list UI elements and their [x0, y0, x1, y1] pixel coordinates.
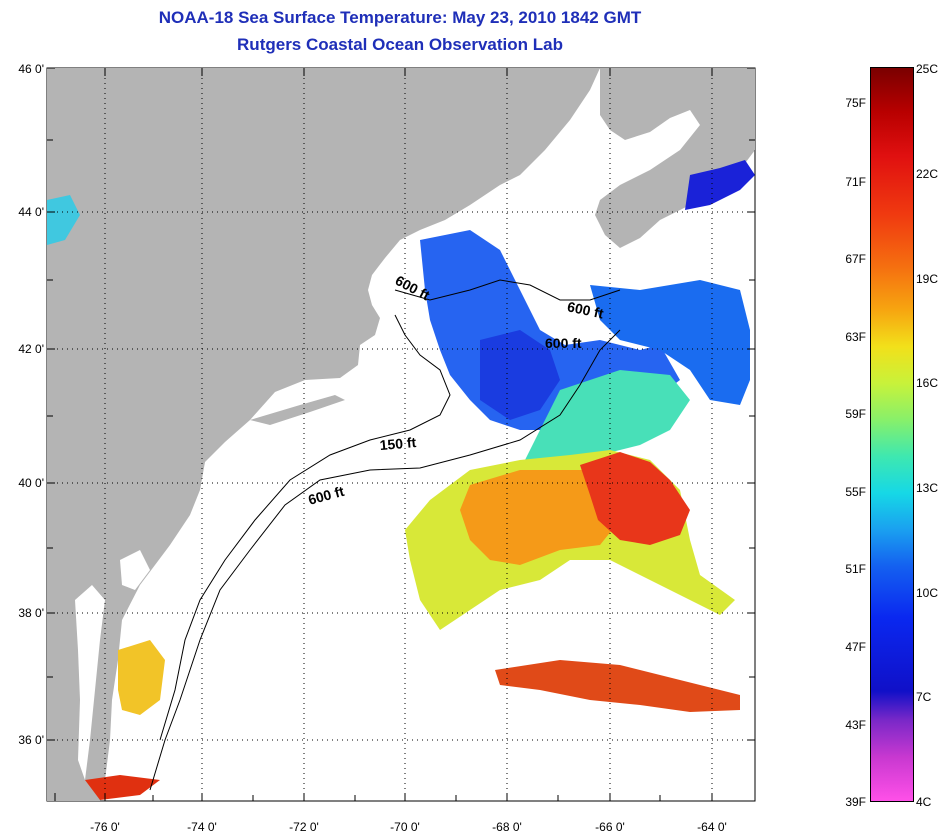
lon-label-66: -66 0': [595, 820, 625, 834]
land-long-island: [250, 395, 345, 425]
map-subtitle: Rutgers Coastal Ocean Observation Lab: [237, 35, 563, 54]
sst-patch-chesapeake: [118, 640, 165, 715]
chesapeake-bay: [75, 585, 105, 780]
lon-label-76: -76 0': [90, 820, 120, 834]
sst-patch-southwest: [85, 775, 160, 800]
colorbar-f-71: 71F: [845, 175, 866, 189]
lon-label-72: -72 0': [289, 820, 319, 834]
sst-patch-transition: [520, 370, 690, 475]
colorbar-f-51: 51F: [845, 562, 866, 576]
lat-label-40: 40 0': [18, 476, 44, 490]
sst-patch-georges: [480, 330, 560, 420]
colorbar-c-25: 25C: [916, 62, 939, 76]
map-title: NOAA-18 Sea Surface Temperature: May 23,…: [158, 8, 642, 27]
temperature-colorbar: [870, 67, 914, 802]
colorbar-f-63: 63F: [845, 330, 866, 344]
lon-label-70: -70 0': [390, 820, 420, 834]
sst-patches: [47, 160, 755, 800]
colorbar-f-55: 55F: [845, 485, 866, 499]
lat-label-42: 42 0': [18, 342, 44, 356]
colorbar-c-16: 16C: [916, 376, 939, 390]
sst-patch-scotian: [685, 160, 755, 210]
sst-patch-south-streak: [495, 660, 740, 712]
colorbar-f-39: 39F: [845, 795, 866, 809]
colorbar-f-75: 75F: [845, 96, 866, 110]
colorbar-c-10: 10C: [916, 586, 939, 600]
colorbar-f-59: 59F: [845, 407, 866, 421]
gridlines: [47, 68, 755, 801]
colorbar-c-19: 19C: [916, 272, 939, 286]
lat-label-46: 46 0': [18, 62, 44, 76]
lon-label-64: -64 0': [697, 820, 727, 834]
colorbar-c-22: 22C: [916, 167, 939, 181]
lat-label-36: 36 0': [18, 733, 44, 747]
isobath-label-600-gb: 600 ft: [545, 335, 582, 351]
tick-marks: [47, 67, 755, 801]
lon-label-68: -68 0': [492, 820, 522, 834]
lat-label-38: 38 0': [18, 606, 44, 620]
isobath-600-mab: [149, 329, 621, 791]
sst-patch-east-blue: [590, 280, 750, 405]
colorbar-f-43: 43F: [845, 718, 866, 732]
colorbar-c-7: 7C: [916, 690, 932, 704]
land-mainland: [47, 68, 600, 801]
isobaths: [149, 279, 621, 791]
isobath-150: [159, 314, 451, 741]
colorbar-c-13: 13C: [916, 481, 939, 495]
colorbar-f-47: 47F: [845, 640, 866, 654]
isobath-label-150: 150 ft: [379, 434, 417, 453]
colorbar-f-67: 67F: [845, 252, 866, 266]
lon-label-74: -74 0': [187, 820, 217, 834]
land-nova-scotia: [595, 68, 755, 248]
colorbar-c-4: 4C: [916, 795, 932, 809]
sst-patch-warm-core: [580, 452, 690, 545]
sst-patch-orange: [460, 470, 620, 565]
isobath-gulf-maine: [394, 279, 621, 301]
delaware-bay: [120, 550, 150, 590]
lat-label-44: 44 0': [18, 205, 44, 219]
isobath-label-600-gm: 600 ft: [566, 298, 605, 321]
sst-patch-nw: [47, 195, 80, 245]
